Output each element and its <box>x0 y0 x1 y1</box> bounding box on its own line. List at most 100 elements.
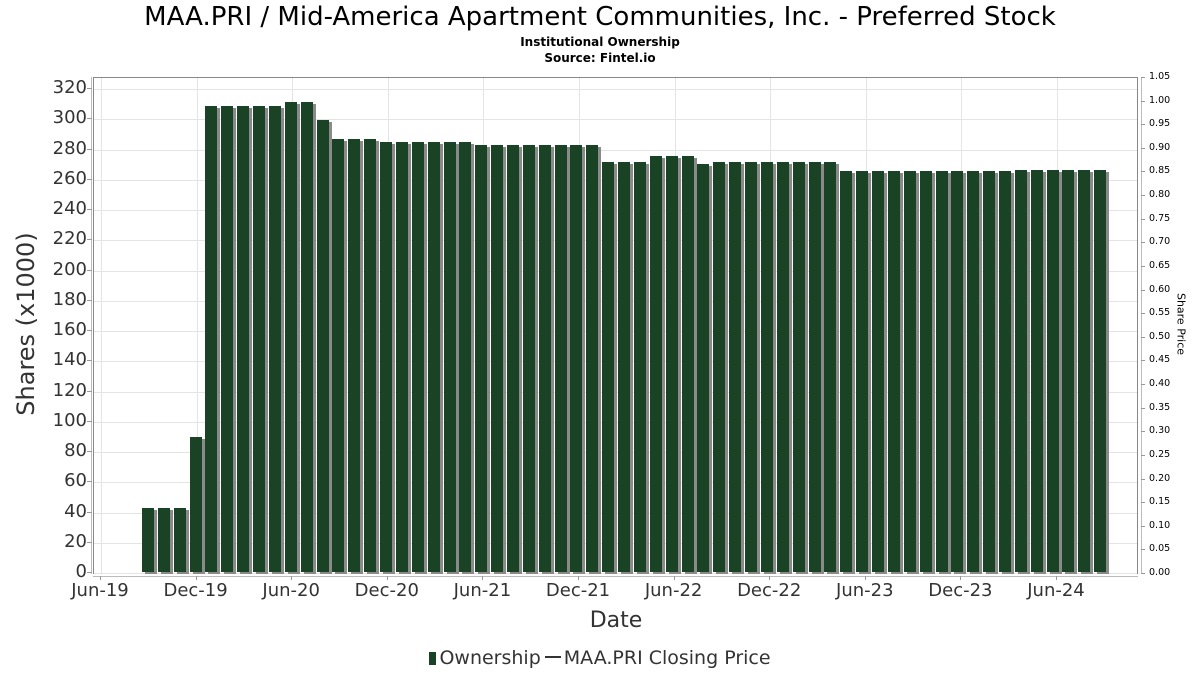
y-tick-mark <box>87 511 92 513</box>
ownership-bar[interactable] <box>443 142 456 572</box>
gridline-h <box>94 210 1137 211</box>
y-tick-mark <box>87 209 92 210</box>
ownership-bar[interactable] <box>332 139 345 572</box>
ownership-bar[interactable] <box>792 162 805 572</box>
y-tick-mark <box>87 88 92 89</box>
y-tick-mark <box>87 360 92 362</box>
ownership-bar[interactable] <box>221 106 234 572</box>
y-tick-label: 100 <box>52 409 87 431</box>
y-right-tick-mark <box>1141 407 1145 409</box>
ownership-bar[interactable] <box>459 142 472 572</box>
ownership-bar[interactable] <box>157 508 170 572</box>
x-tick-mark <box>1056 576 1057 580</box>
ownership-bar[interactable] <box>316 119 329 572</box>
ownership-bar[interactable] <box>824 162 837 572</box>
ownership-bar[interactable] <box>633 162 646 572</box>
y-right-tick-label: 0.75 <box>1149 212 1171 224</box>
ownership-bar[interactable] <box>142 508 154 572</box>
ownership-bar[interactable] <box>729 162 742 572</box>
ownership-bar[interactable] <box>1030 169 1043 572</box>
y-right-tick-mark <box>1141 313 1145 315</box>
ownership-bar[interactable] <box>364 139 377 572</box>
y-right-tick-label: 0.65 <box>1149 259 1171 271</box>
ownership-bar[interactable] <box>1014 169 1027 572</box>
y-right-tick-mark <box>1141 265 1145 267</box>
ownership-bar[interactable] <box>253 106 266 572</box>
ownership-bar[interactable] <box>380 142 393 572</box>
ownership-bar[interactable] <box>348 139 361 572</box>
y-right-tick-label: 0.95 <box>1149 118 1171 130</box>
ownership-bar[interactable] <box>411 142 424 572</box>
ownership-bar[interactable] <box>1078 169 1091 572</box>
y-right-tick-label: 0.30 <box>1149 425 1171 437</box>
ownership-bar[interactable] <box>522 145 535 572</box>
ownership-bar[interactable] <box>697 163 710 572</box>
gridline-h <box>94 482 1137 484</box>
ownership-bar[interactable] <box>189 437 202 572</box>
y-tick-label: 220 <box>52 228 87 250</box>
ownership-bar[interactable] <box>554 145 567 572</box>
ownership-bar[interactable] <box>776 162 789 572</box>
ownership-bar[interactable] <box>951 171 964 572</box>
gridline-h <box>94 300 1137 302</box>
ownership-bar[interactable] <box>1094 169 1107 572</box>
y-right-tick-label: 0.15 <box>1149 496 1171 508</box>
gridline-v <box>196 78 198 573</box>
chart-title: MAA.PRI / Mid-America Apartment Communit… <box>144 2 1056 32</box>
y-right-tick-mark <box>1141 147 1145 149</box>
ownership-bar[interactable] <box>237 106 250 572</box>
ownership-bar[interactable] <box>491 145 504 572</box>
y-right-tick-label: 1.00 <box>1149 94 1171 106</box>
ownership-bar[interactable] <box>745 162 758 572</box>
ownership-bar[interactable] <box>856 171 869 572</box>
legend-price[interactable]: MAA.PRI Closing Price <box>563 647 771 669</box>
y-right-tick-label: 0.00 <box>1149 567 1171 578</box>
x-tick-mark <box>482 576 484 580</box>
ownership-bar[interactable] <box>586 145 599 572</box>
price-line-icon <box>544 656 561 658</box>
ownership-bar[interactable] <box>395 142 408 572</box>
ownership-bar[interactable] <box>887 171 900 572</box>
ownership-bar[interactable] <box>602 162 615 572</box>
gridline-h <box>94 421 1137 423</box>
ownership-bar[interactable] <box>618 162 631 572</box>
ownership-bar[interactable] <box>903 171 916 572</box>
ownership-bar[interactable] <box>872 171 885 572</box>
y-right-tick-mark <box>1141 171 1145 173</box>
ownership-bar[interactable] <box>284 101 297 572</box>
ownership-bar[interactable] <box>840 171 853 572</box>
ownership-bar[interactable] <box>268 106 281 572</box>
ownership-bar[interactable] <box>538 145 551 572</box>
ownership-bar[interactable] <box>1046 169 1059 572</box>
ownership-bar[interactable] <box>1062 169 1075 572</box>
ownership-bar[interactable] <box>300 101 313 572</box>
ownership-bar[interactable] <box>205 106 218 572</box>
y-right-tick-mark <box>1141 478 1145 480</box>
ownership-bar[interactable] <box>665 156 678 572</box>
ownership-bar[interactable] <box>998 171 1011 572</box>
x-tick-mark <box>100 576 101 580</box>
ownership-bar[interactable] <box>427 142 440 572</box>
legend-ownership[interactable]: Ownership <box>439 647 541 669</box>
ownership-bar[interactable] <box>570 145 583 572</box>
gridline-h <box>94 542 1137 544</box>
ownership-bar[interactable] <box>919 171 932 572</box>
y-right-tick-label: 0.70 <box>1149 236 1171 248</box>
y-tick-label: 200 <box>52 258 87 280</box>
ownership-bar[interactable] <box>713 162 726 572</box>
ownership-bar[interactable] <box>808 162 821 572</box>
ownership-bar[interactable] <box>649 156 662 572</box>
y-tick-label: 120 <box>52 379 87 401</box>
ownership-bar[interactable] <box>173 508 186 572</box>
y-right-tick-label: 0.05 <box>1149 543 1171 555</box>
ownership-bar[interactable] <box>681 156 694 572</box>
x-tick-label: Jun-21 <box>453 580 512 601</box>
ownership-bar[interactable] <box>983 171 996 572</box>
ownership-bar[interactable] <box>935 171 948 572</box>
ownership-bar[interactable] <box>760 162 773 572</box>
ownership-bar[interactable] <box>507 145 519 572</box>
x-tick-mark <box>291 576 293 580</box>
plot-area <box>93 77 1138 574</box>
ownership-bar[interactable] <box>475 145 488 572</box>
ownership-bar[interactable] <box>967 171 980 572</box>
